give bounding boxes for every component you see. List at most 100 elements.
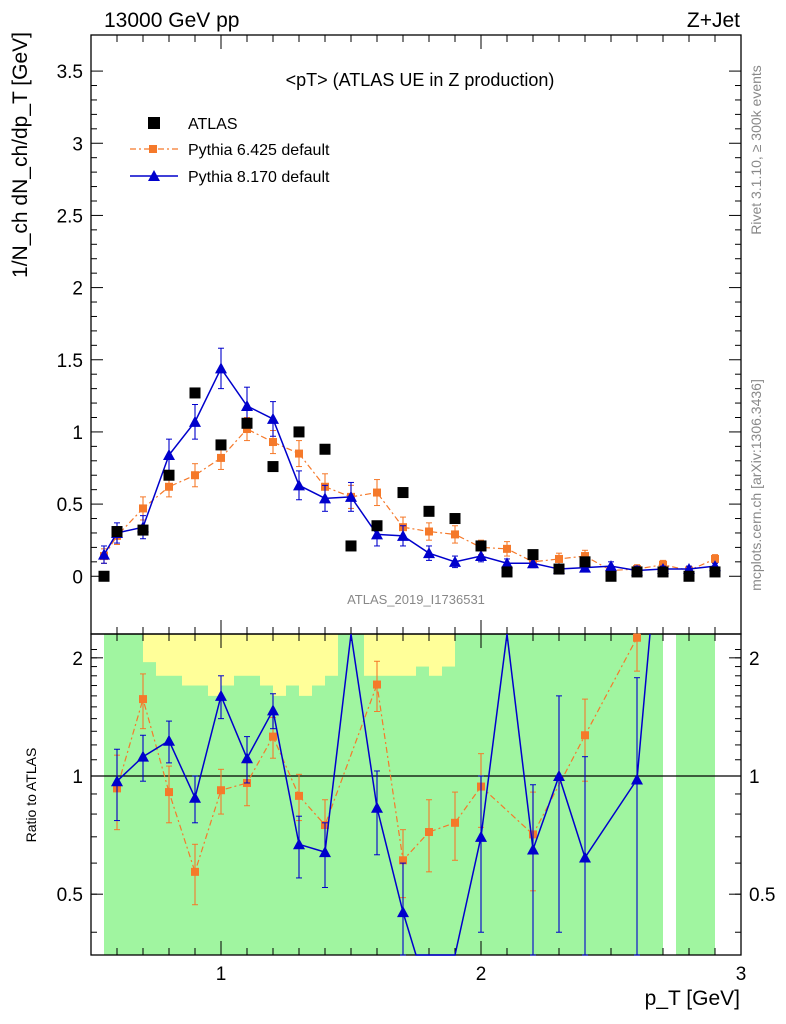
- ratio-band-inner: [312, 685, 325, 955]
- ratio-band-inner: [468, 634, 481, 955]
- xtick-label: 1: [216, 964, 227, 985]
- atlas-point: [501, 566, 513, 578]
- main-ytick-label: 3: [72, 134, 83, 155]
- ratio-band-inner: [442, 666, 455, 955]
- ratio-band-inner: [156, 675, 169, 955]
- ratio-band-inner: [234, 675, 247, 955]
- atlas-point: [293, 426, 305, 438]
- ratio-pythia6-point: [581, 731, 589, 740]
- atlas-point: [163, 469, 175, 481]
- atlas-point: [631, 566, 643, 578]
- atlas-point: [371, 520, 383, 532]
- ratio-band-inner: [364, 675, 377, 955]
- ratio-band-inner: [104, 634, 117, 955]
- atlas-point: [98, 570, 110, 582]
- ratio-band-inner: [338, 634, 351, 955]
- ratio-ytick-label-right: 0.5: [749, 885, 775, 906]
- ratio-pythia8-point: [241, 752, 253, 764]
- plot-title: <pT> (ATLAS UE in Z production): [286, 70, 555, 90]
- ratio-pythia6-point: [269, 732, 277, 741]
- pythia8-point: [449, 555, 461, 567]
- xtick-label: 2: [476, 964, 487, 985]
- atlas-point: [267, 461, 279, 473]
- atlas-point: [579, 556, 591, 568]
- ratio-ylabel: Ratio to ATLAS: [23, 748, 39, 843]
- atlas-point: [657, 566, 669, 578]
- pythia8-point: [501, 557, 513, 569]
- atlas-point: [111, 526, 123, 538]
- legend-label-atlas: ATLAS: [188, 116, 238, 133]
- atlas-point: [397, 487, 409, 499]
- legend-marker-pythia6: [149, 145, 157, 153]
- main-ytick-label: 0.5: [57, 495, 83, 516]
- pythia6-point: [503, 544, 511, 553]
- pythia8-point: [345, 490, 357, 502]
- ratio-marks: [111, 633, 651, 956]
- pythia6-point: [581, 552, 589, 561]
- pythia8-point: [371, 528, 383, 540]
- main-ytick-label: 3.5: [57, 62, 83, 83]
- main-ytick-label: 1: [72, 423, 83, 444]
- ratio-band-inner: [299, 695, 312, 955]
- ratio-pythia8-point: [397, 906, 409, 918]
- ratio-pythia8-point: [319, 846, 331, 858]
- ratio-band-inner: [260, 685, 273, 955]
- axis-ticks: 0 0.5 1 1.5 2 2.5 3 3.5 0.5 0.5 1 1 2 2 1 2 3: [57, 35, 775, 985]
- xtick-label: 3: [736, 964, 747, 985]
- pythia8-point: [189, 415, 201, 427]
- header-left: 13000 GeV pp: [104, 9, 239, 32]
- ratio-pythia8-point: [111, 775, 123, 787]
- ratio-band-inner: [533, 634, 546, 955]
- pythia8-point: [605, 560, 617, 572]
- ratio-band-inner: [455, 634, 468, 955]
- ratio-band-inner: [221, 685, 234, 955]
- ratio-band-inner: [598, 634, 611, 955]
- legend-marker-atlas: [148, 117, 160, 129]
- ratio-pythia8-point: [137, 750, 149, 762]
- ratio-pythia8-point: [215, 689, 227, 701]
- pythia8-point: [319, 492, 331, 504]
- ratio-band-inner: [169, 675, 182, 955]
- main-marks: [98, 347, 721, 582]
- pythia8-point: [475, 550, 487, 562]
- ratio-pythia8-point: [267, 704, 279, 716]
- ratio-pythia8-point: [553, 770, 565, 782]
- pythia6-point: [217, 453, 225, 462]
- legend-marker-pythia8: [148, 170, 160, 181]
- main-ytick-label: 2.5: [57, 206, 83, 227]
- ratio-band-inner: [637, 634, 650, 955]
- atlas-point: [527, 549, 539, 561]
- main-ytick-label: 0: [72, 567, 83, 588]
- ratio-pythia6-point: [373, 680, 381, 689]
- legend-label-pythia6: Pythia 6.425 default: [188, 142, 330, 159]
- pythia8-point: [241, 399, 253, 411]
- ratio-band-inner: [390, 675, 403, 955]
- ratio-ytick-label: 0.5: [57, 885, 83, 906]
- ratio-pythia8-point: [579, 851, 591, 863]
- ratio-band-inner: [130, 634, 143, 955]
- atlas-point: [319, 443, 331, 455]
- ratio-ytick-label: 1: [72, 767, 83, 788]
- ratio-ytick-label-right: 2: [749, 649, 760, 670]
- ratio-pythia8-point: [475, 830, 487, 842]
- ratio-pythia8-point: [631, 773, 643, 785]
- pythia6-point: [451, 530, 459, 539]
- rivet-label: Rivet 3.1.10, ≥ 300k events: [748, 65, 764, 235]
- pythia8-point: [98, 548, 110, 560]
- pythia8-point: [527, 557, 539, 569]
- pythia6-line: [103, 428, 716, 572]
- main-ytick-label: 1.5: [57, 351, 83, 372]
- ratio-pythia6-point: [139, 695, 147, 704]
- ratio-pythia6-line: [116, 637, 638, 874]
- header-right: Z+Jet: [687, 9, 740, 32]
- ratio-band-inner: [117, 634, 130, 955]
- atlas-point: [553, 563, 565, 575]
- atlas-point: [605, 570, 617, 582]
- ratio-band-inner: [195, 685, 208, 955]
- atlas-point: [215, 439, 227, 451]
- atlas-point: [137, 524, 149, 536]
- atlas-point: [423, 505, 435, 517]
- ratio-pythia8-point: [293, 838, 305, 850]
- ratio-pythia8-point: [371, 801, 383, 813]
